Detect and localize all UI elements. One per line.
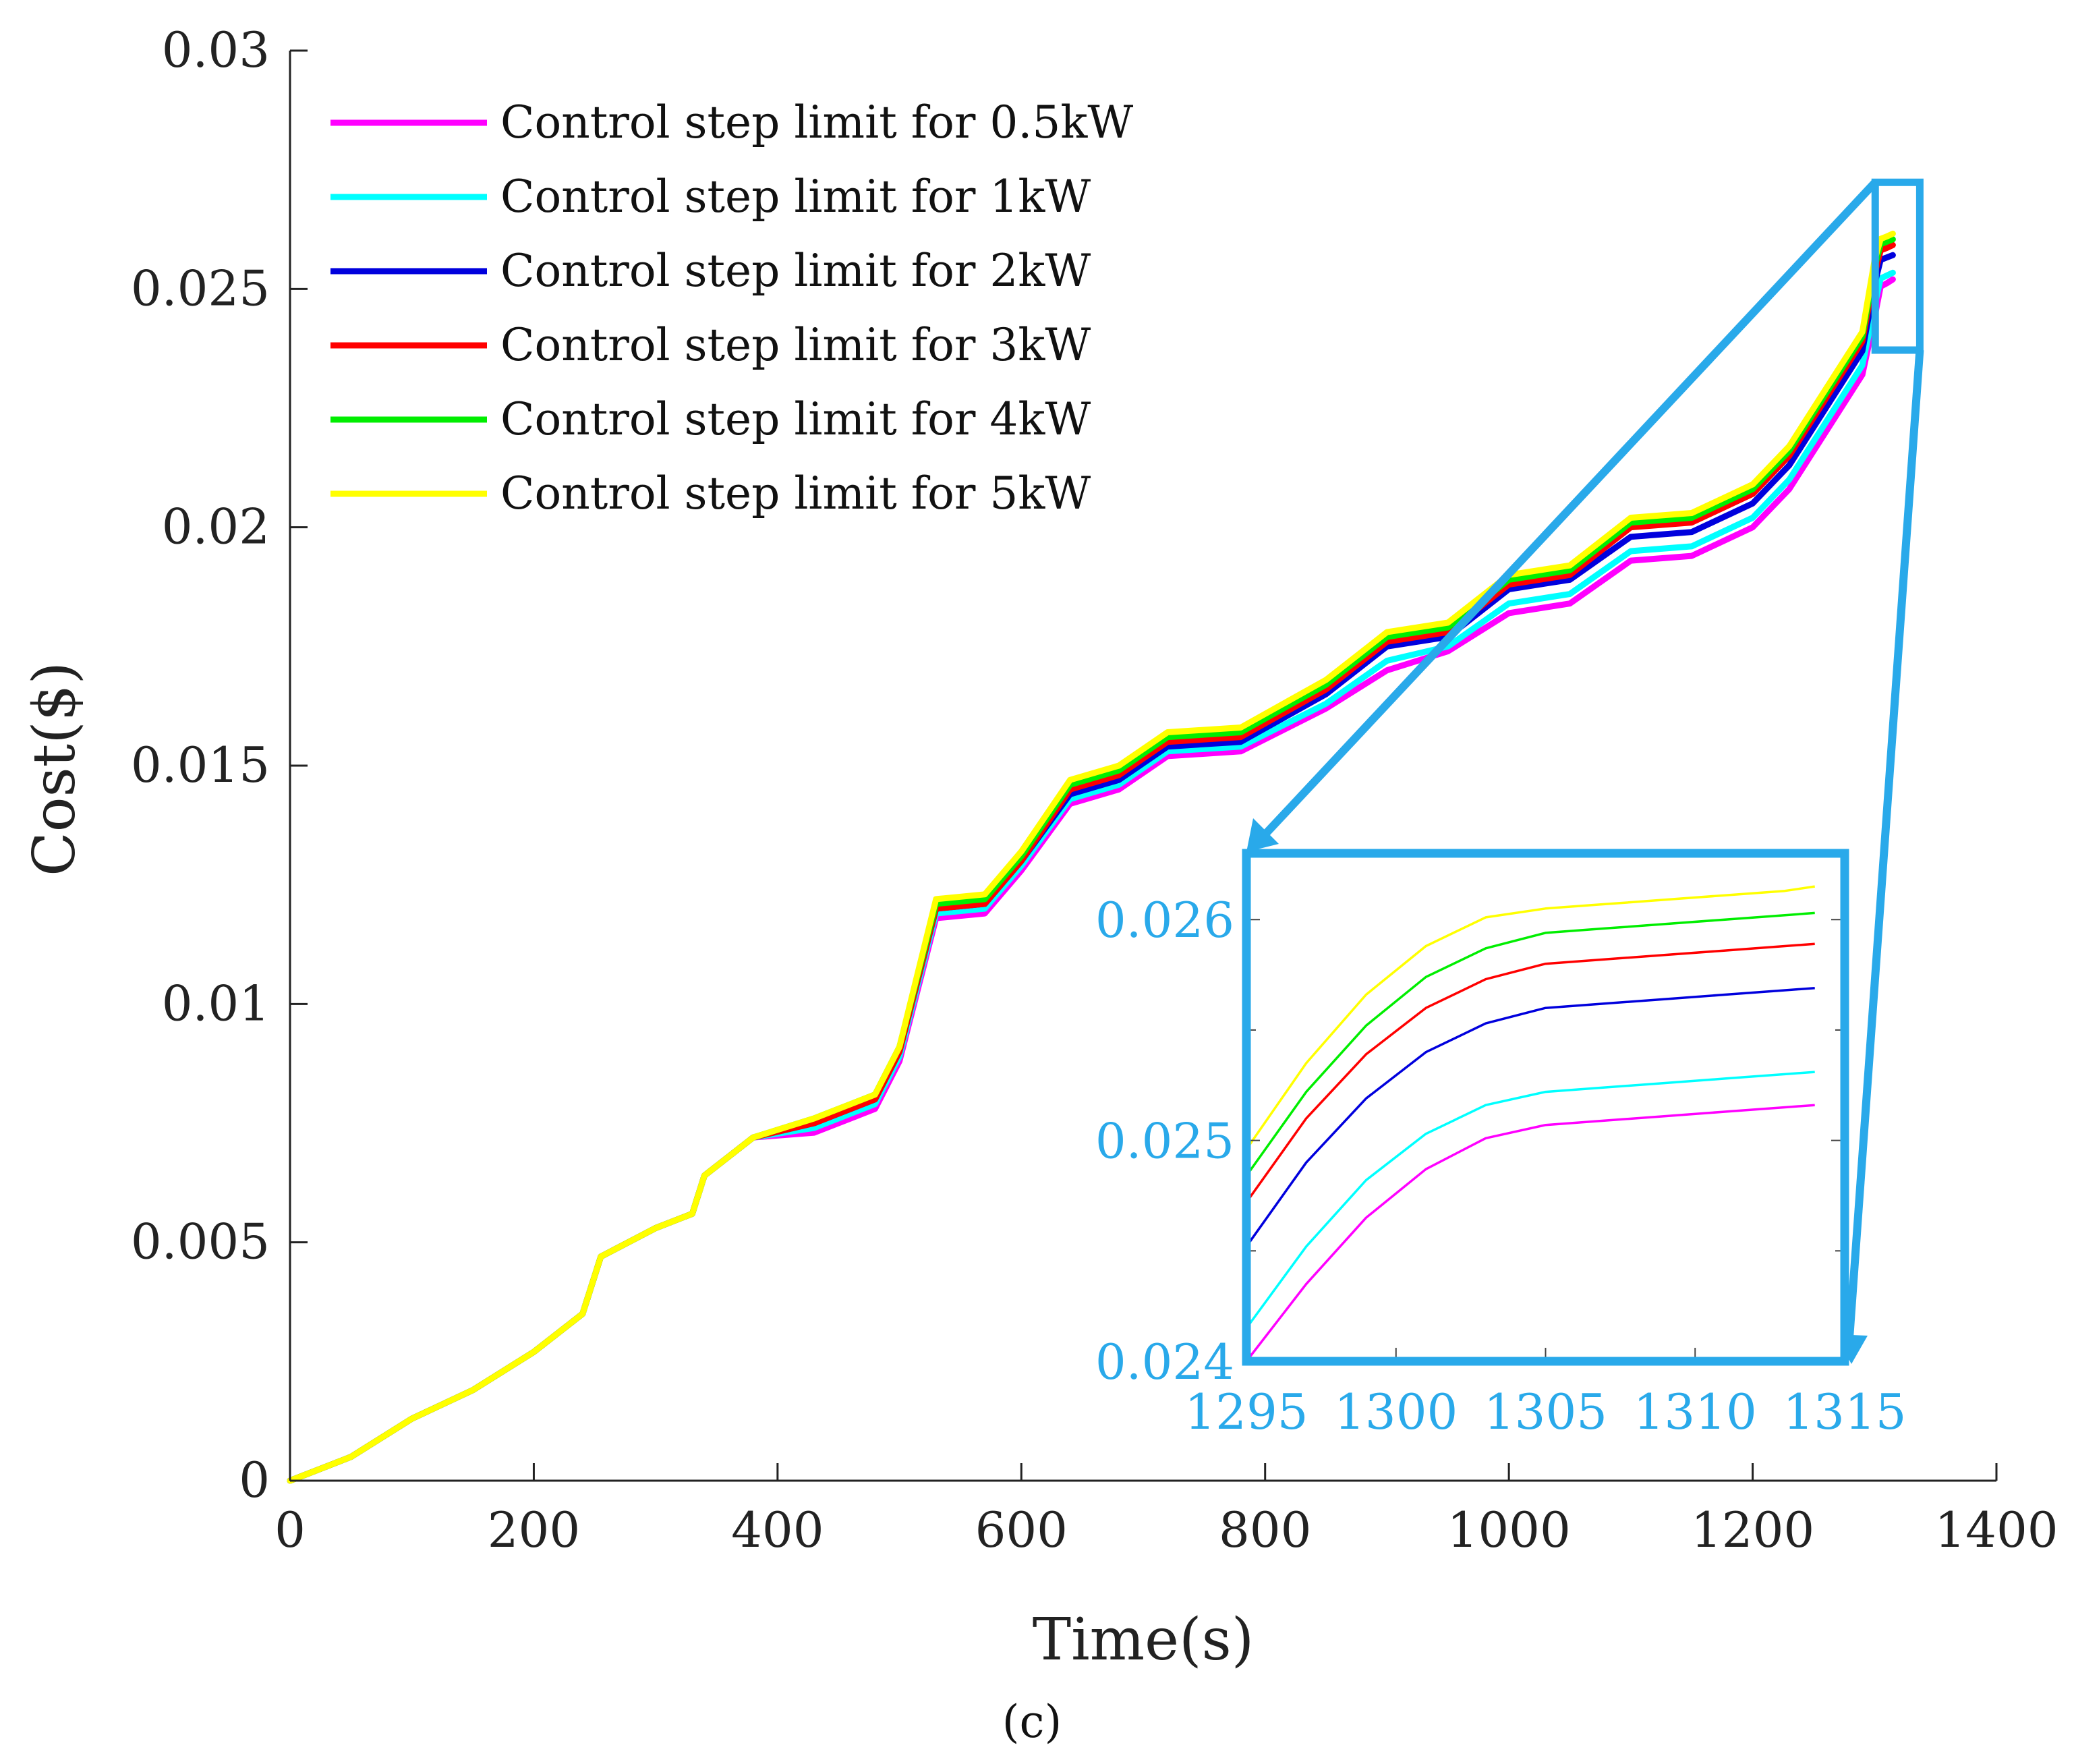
inset-zoom-plot: 1295 1300 1305 1310 1315 0.024 0.025 0.026 xyxy=(1095,849,1907,1440)
inset-y-tick-label: 0.026 xyxy=(1095,892,1234,948)
inset-series-line-control-step-limit-for-2kw xyxy=(1245,986,1815,1247)
inset-x-tick-label: 1300 xyxy=(1334,1384,1458,1440)
x-tick-label: 200 xyxy=(488,1502,580,1558)
inset-y-tick-label: 0.025 xyxy=(1095,1113,1234,1170)
x-axis-label: Time(s) xyxy=(1033,1606,1255,1674)
y-tick-label: 0.02 xyxy=(162,499,270,555)
x-tick-label: 1400 xyxy=(1934,1502,2058,1558)
y-axis-label: Cost($) xyxy=(21,662,88,876)
inset-series-line-control-step-limit-for-1kw xyxy=(1245,1071,1815,1329)
main-axes: 0 200 400 600 800 1000 1200 1400 0 0.005 0.01 0.015… xyxy=(131,22,2058,1558)
y-tick-label: 0 xyxy=(239,1452,270,1508)
x-tick-label: 0 xyxy=(275,1502,306,1558)
x-tick-label: 1200 xyxy=(1691,1502,1814,1558)
y-tick-label: 0.025 xyxy=(131,260,270,316)
inset-series-line-control-step-limit-for-4kw xyxy=(1245,911,1815,1177)
inset-frame xyxy=(1242,849,1849,1366)
inset-y-tick-label: 0.024 xyxy=(1095,1334,1234,1390)
legend-entry-label: Control step limit for 0.5kW xyxy=(500,96,1133,148)
figure-caption: (c) xyxy=(1002,1696,1062,1748)
inset-series-line-control-step-limit-for-3kw xyxy=(1245,942,1815,1203)
x-tick-label: 1000 xyxy=(1447,1502,1571,1558)
zoom-connector-right xyxy=(1845,349,1924,1348)
legend-entry-label: Control step limit for 3kW xyxy=(500,319,1091,371)
zoom-connector-left xyxy=(1258,179,1878,842)
inset-x-tick-label: 1295 xyxy=(1184,1384,1308,1440)
legend-entry-label: Control step limit for 4kW xyxy=(500,393,1091,445)
inset-background xyxy=(1246,853,1845,1361)
zoom-source-box xyxy=(1871,178,1924,354)
legend: Control step limit for 0.5kW Control step… xyxy=(330,96,1133,519)
inset-x-tick-label: 1310 xyxy=(1634,1384,1757,1440)
main-plot-lines xyxy=(287,230,1896,1484)
y-tick-label: 0.01 xyxy=(162,975,270,1031)
legend-entry-label: Control step limit for 5kW xyxy=(500,467,1091,519)
series-line-control-step-limit-for-5kw xyxy=(287,230,1896,1484)
legend-entry-label: Control step limit for 1kW xyxy=(500,171,1091,223)
y-tick-label: 0.005 xyxy=(131,1214,270,1270)
inset-series-line-control-step-limit-for-5kw xyxy=(1245,885,1815,1150)
legend-entry-label: Control step limit for 2kW xyxy=(500,245,1091,297)
y-tick-label: 0.03 xyxy=(162,22,270,78)
y-tick-label: 0.015 xyxy=(131,737,270,793)
x-tick-label: 400 xyxy=(731,1502,824,1558)
inset-series-line-control-step-limit-for-0-5kw xyxy=(1245,1104,1815,1363)
x-tick-label: 600 xyxy=(975,1502,1068,1558)
zoom-arrowhead-left xyxy=(1246,818,1279,852)
inset-x-tick-label: 1315 xyxy=(1783,1384,1906,1440)
x-tick-label: 800 xyxy=(1219,1502,1311,1558)
inset-x-tick-label: 1305 xyxy=(1484,1384,1607,1440)
